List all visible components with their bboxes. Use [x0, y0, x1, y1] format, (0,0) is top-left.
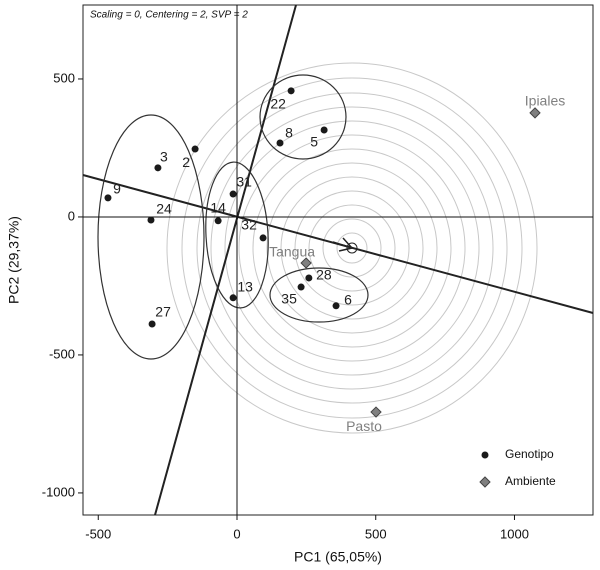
- point: [529, 107, 541, 119]
- point-label: 28: [316, 267, 332, 283]
- point-label: 32: [241, 217, 257, 233]
- point-label: 6: [344, 292, 352, 308]
- plot-frame: [82, 4, 594, 516]
- y-tick-label: 0: [68, 208, 75, 223]
- point-label: 2: [182, 154, 190, 170]
- point: [320, 126, 328, 134]
- point: [259, 234, 267, 242]
- point: [104, 194, 112, 202]
- point: [287, 87, 295, 95]
- point-label: 31: [236, 174, 252, 190]
- x-tick-label: 500: [365, 526, 387, 541]
- point: [229, 190, 237, 198]
- point-label: 8: [285, 125, 293, 141]
- point-label: 13: [237, 279, 253, 295]
- aea-ordinate: [154, 4, 297, 516]
- point-label: 27: [155, 304, 171, 320]
- y-tick-label: -500: [49, 346, 75, 361]
- biplot-decorations: [82, 4, 594, 516]
- point-label: Pasto: [346, 418, 382, 434]
- annotation: Scaling = 0, Centering = 2, SVP = 2: [90, 10, 248, 21]
- point: [229, 294, 237, 302]
- legend-label: Genotipo: [505, 447, 554, 461]
- point-label: 35: [281, 291, 297, 307]
- point-label: 24: [156, 201, 172, 217]
- x-tick-label: 1000: [500, 526, 529, 541]
- point: [154, 164, 162, 172]
- point-label: Tangua: [269, 244, 315, 260]
- concentric-circles: [166, 62, 538, 434]
- point-label: 5: [310, 134, 318, 150]
- arrow: [332, 241, 353, 249]
- point: [332, 302, 340, 310]
- legend-marker: [481, 451, 489, 459]
- point: [370, 406, 382, 418]
- group-ellipses: [97, 74, 369, 360]
- legend-label: Ambiente: [505, 474, 556, 488]
- point: [147, 216, 155, 224]
- point: [305, 274, 313, 282]
- point: [297, 283, 305, 291]
- point: [300, 257, 312, 269]
- point: [148, 320, 156, 328]
- point-label: 14: [210, 200, 226, 216]
- x-tick-label: 0: [233, 526, 240, 541]
- point-label: 3: [160, 149, 168, 165]
- x-axis-label: PC1 (65,05%): [294, 549, 382, 565]
- point: [276, 139, 284, 147]
- y-axis-label: PC2 (29,37%): [6, 216, 22, 304]
- point-label: 22: [270, 96, 286, 112]
- x-tick-label: -500: [85, 526, 111, 541]
- point-label: Ipiales: [525, 93, 565, 109]
- point-label: 9: [113, 181, 121, 197]
- point: [214, 217, 222, 225]
- point: [191, 145, 199, 153]
- mean-environment: [346, 242, 358, 254]
- y-tick-label: -1000: [42, 484, 75, 499]
- y-tick-label: 500: [53, 70, 75, 85]
- arrow-head: [338, 237, 354, 252]
- legend-marker: [479, 476, 491, 488]
